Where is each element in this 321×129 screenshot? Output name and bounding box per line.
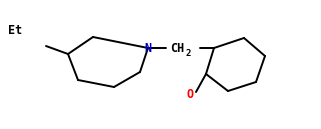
Text: CH: CH bbox=[170, 42, 184, 54]
Text: O: O bbox=[187, 87, 194, 100]
Text: N: N bbox=[144, 42, 152, 54]
Text: Et: Et bbox=[8, 23, 22, 37]
Text: 2: 2 bbox=[185, 49, 190, 58]
